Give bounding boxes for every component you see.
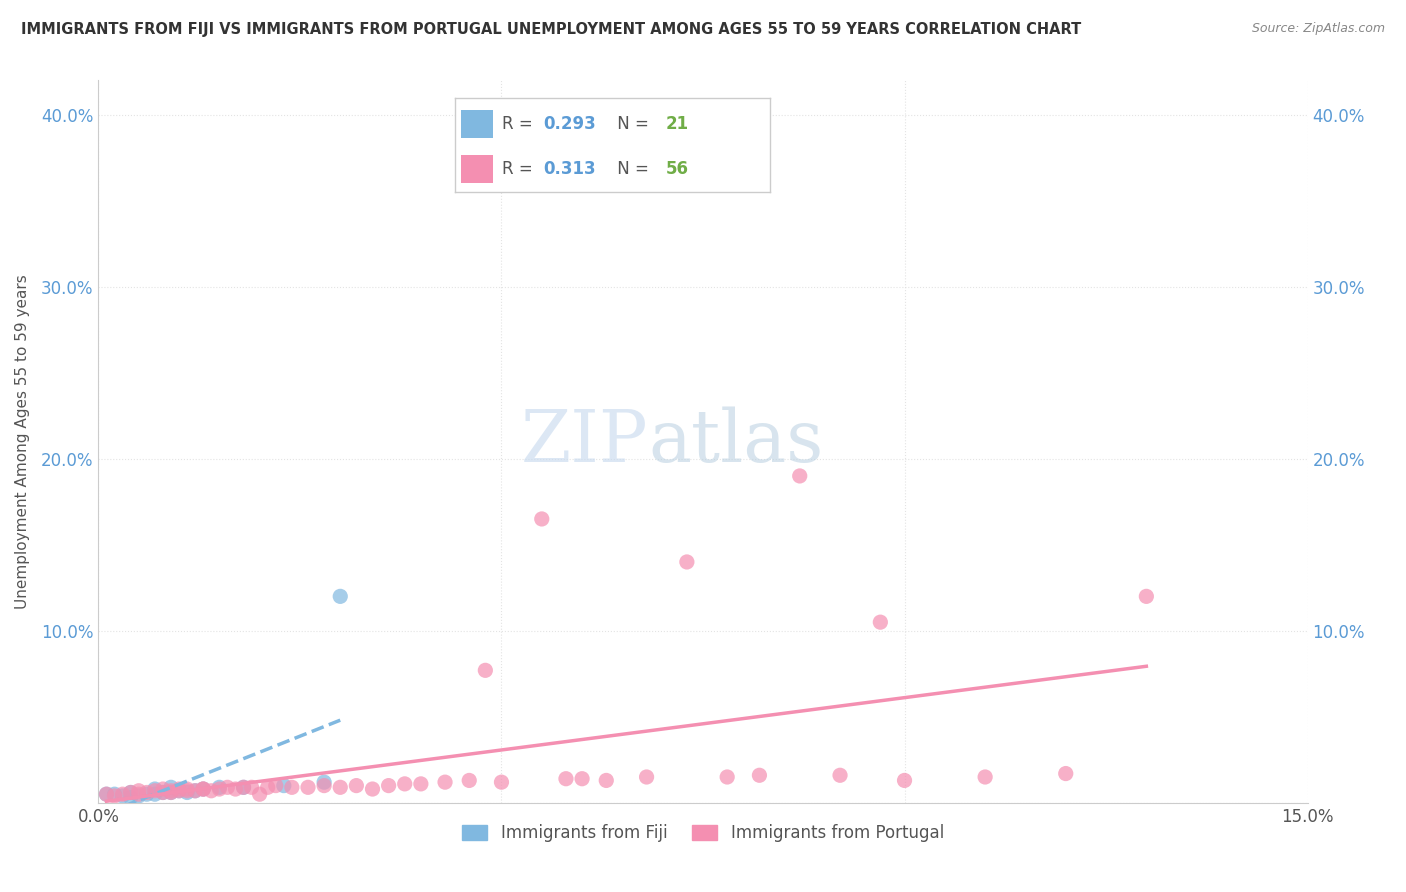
- Point: [893, 773, 915, 788]
- Point: [409, 777, 432, 791]
- Point: [329, 590, 352, 604]
- Point: [273, 779, 295, 793]
- Point: [160, 784, 183, 798]
- Point: [160, 785, 183, 799]
- Point: [120, 785, 142, 799]
- Text: ZIP: ZIP: [522, 406, 648, 477]
- Point: [103, 789, 125, 803]
- Point: [143, 787, 166, 801]
- Point: [96, 787, 118, 801]
- Point: [135, 785, 157, 799]
- Point: [224, 782, 246, 797]
- Point: [297, 780, 319, 795]
- Point: [208, 782, 231, 797]
- Point: [128, 784, 150, 798]
- Point: [167, 782, 190, 797]
- Point: [152, 785, 174, 799]
- Point: [217, 780, 239, 795]
- Point: [208, 780, 231, 795]
- Point: [232, 780, 254, 795]
- Point: [176, 782, 198, 797]
- Point: [120, 790, 142, 805]
- Point: [281, 780, 304, 795]
- Point: [434, 775, 457, 789]
- Text: Source: ZipAtlas.com: Source: ZipAtlas.com: [1251, 22, 1385, 36]
- Point: [571, 772, 593, 786]
- Point: [491, 775, 513, 789]
- Legend: Immigrants from Fiji, Immigrants from Portugal: Immigrants from Fiji, Immigrants from Po…: [456, 817, 950, 848]
- Point: [232, 780, 254, 795]
- Text: IMMIGRANTS FROM FIJI VS IMMIGRANTS FROM PORTUGAL UNEMPLOYMENT AMONG AGES 55 TO 5: IMMIGRANTS FROM FIJI VS IMMIGRANTS FROM …: [21, 22, 1081, 37]
- Point: [256, 780, 278, 795]
- Point: [184, 784, 207, 798]
- Point: [193, 782, 215, 797]
- Point: [193, 782, 215, 797]
- Point: [128, 789, 150, 803]
- Point: [716, 770, 738, 784]
- Point: [111, 787, 134, 801]
- Y-axis label: Unemployment Among Ages 55 to 59 years: Unemployment Among Ages 55 to 59 years: [15, 274, 30, 609]
- Point: [167, 784, 190, 798]
- Point: [676, 555, 699, 569]
- Point: [167, 784, 190, 798]
- Point: [314, 775, 336, 789]
- Point: [176, 785, 198, 799]
- Point: [344, 779, 367, 793]
- Point: [249, 787, 271, 801]
- Point: [361, 782, 384, 797]
- Text: atlas: atlas: [648, 406, 824, 477]
- Point: [160, 785, 183, 799]
- Point: [394, 777, 416, 791]
- Point: [143, 784, 166, 798]
- Point: [530, 512, 553, 526]
- Point: [152, 785, 174, 799]
- Point: [828, 768, 851, 782]
- Point: [748, 768, 770, 782]
- Point: [184, 784, 207, 798]
- Point: [264, 779, 287, 793]
- Point: [176, 784, 198, 798]
- Point: [143, 782, 166, 797]
- Point: [789, 469, 811, 483]
- Point: [636, 770, 658, 784]
- Point: [135, 787, 157, 801]
- Point: [103, 787, 125, 801]
- Point: [595, 773, 617, 788]
- Point: [200, 784, 222, 798]
- Point: [555, 772, 578, 786]
- Point: [160, 780, 183, 795]
- Point: [458, 773, 481, 788]
- Point: [120, 785, 142, 799]
- Point: [111, 789, 134, 803]
- Point: [1135, 590, 1157, 604]
- Point: [152, 782, 174, 797]
- Point: [314, 779, 336, 793]
- Point: [869, 615, 891, 630]
- Point: [193, 782, 215, 797]
- Point: [377, 779, 399, 793]
- Point: [1054, 766, 1077, 780]
- Point: [974, 770, 997, 784]
- Point: [240, 780, 263, 795]
- Point: [96, 787, 118, 801]
- Point: [329, 780, 352, 795]
- Point: [474, 664, 496, 678]
- Point: [128, 787, 150, 801]
